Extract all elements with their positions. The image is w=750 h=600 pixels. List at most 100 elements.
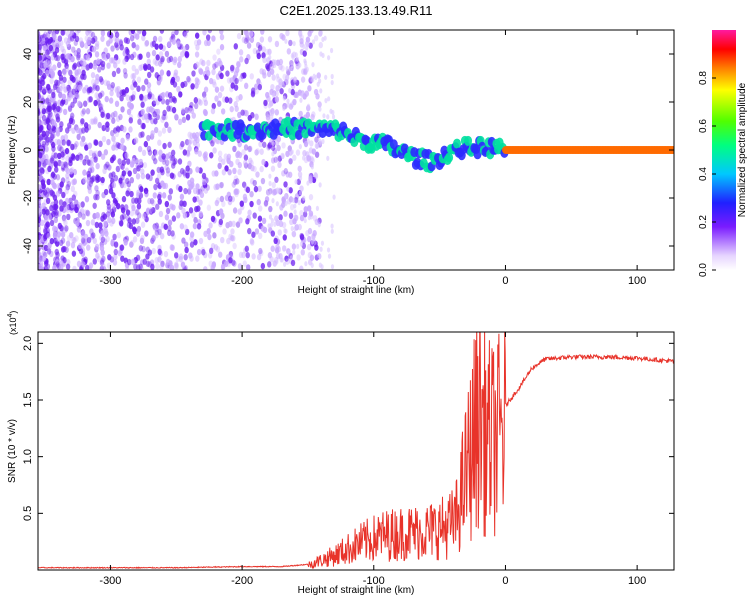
spectrogram-noise-mark [216, 48, 221, 55]
spectrogram-noise-mark [307, 227, 313, 235]
spectrogram-noise-mark [70, 201, 75, 209]
spectrogram-noise-mark [122, 126, 127, 133]
spectrogram-noise-mark [136, 189, 141, 196]
spectrogram-noise-mark [274, 40, 280, 48]
spectrogram-noise-mark [138, 131, 143, 139]
spectrogram-noise-mark [71, 88, 76, 95]
spectrogram-noise-mark [226, 153, 232, 160]
spectrogram-noise-mark [158, 60, 163, 67]
spectrogram-noise-mark [214, 61, 219, 68]
colorbar-gradient [712, 30, 736, 270]
spectrogram-noise-mark [270, 188, 275, 195]
spectrogram-noise-mark [301, 155, 306, 161]
spectrogram-noise-mark [108, 172, 113, 179]
spectrogram-noise-mark [214, 170, 219, 177]
spectrogram-noise-mark [254, 149, 259, 156]
spectrogram-noise-mark [118, 38, 123, 46]
spectrogram-noise-mark [234, 105, 239, 112]
spectrogram-noise-mark [306, 138, 310, 144]
spectrogram-noise-mark [76, 30, 81, 34]
spectrogram-noise-mark [253, 185, 259, 193]
spectrogram-noise-mark [271, 246, 276, 252]
spectrogram-noise-mark [317, 252, 321, 259]
spectrogram-noise-mark [183, 187, 188, 195]
spectrogram-noise-mark [307, 85, 312, 92]
spectrogram-noise-mark [146, 58, 151, 65]
spectrogram-noise-mark [71, 179, 76, 186]
spectrogram-noise-mark [271, 181, 276, 189]
spectrogram-noise-mark [67, 152, 72, 159]
spectrogram-noise-mark [218, 251, 223, 258]
spectrogram-noise-mark [88, 62, 94, 69]
spectrogram-noise-mark [261, 46, 266, 53]
spectrogram-noise-mark [198, 67, 203, 74]
spectrogram-noise-mark [176, 40, 181, 48]
spectrogram-noise-mark [107, 164, 112, 171]
spectrogram-noise-mark [38, 207, 41, 214]
spectrogram-noise-mark [167, 229, 172, 237]
spectrogram-noise-mark [65, 155, 70, 162]
spectrogram-noise-mark [293, 203, 297, 209]
spectrogram-noise-mark [258, 232, 263, 240]
spectrogram-noise-mark [136, 264, 141, 270]
spectrogram-noise-mark [40, 179, 46, 186]
spectrogram-noise-mark [128, 222, 134, 230]
spectrogram-noise-mark [49, 204, 54, 212]
spectrogram-noise-mark [318, 262, 322, 268]
spectrogram-noise-mark [193, 216, 198, 224]
spectrogram-noise-mark [232, 145, 237, 153]
spectrogram-noise-mark [202, 30, 207, 36]
spectrogram-noise-mark [153, 183, 158, 191]
spectrogram-noise-mark [244, 57, 249, 65]
spectrogram-noise-mark [38, 137, 41, 145]
spectrogram-noise-mark [165, 98, 170, 106]
spectrogram-noise-mark [152, 97, 158, 105]
spectrogram-noise-mark [91, 46, 97, 53]
spectrogram-noise-mark [251, 231, 256, 238]
spectrogram-noise-mark [72, 265, 77, 270]
spectrogram-noise-mark [41, 88, 47, 95]
spectrogram-noise-mark [242, 260, 247, 267]
spectrogram-noise-mark [82, 169, 87, 176]
spectrogram-noise-mark [111, 144, 116, 151]
spectrogram-noise-mark [78, 153, 84, 161]
spectrogram-noise-mark [219, 181, 224, 189]
spectrogram-noise-mark [146, 51, 151, 59]
spectrogram-noise-mark [85, 209, 90, 217]
spectrogram-noise-mark [297, 165, 302, 172]
spectrogram-noise-mark [286, 102, 291, 108]
spectrogram-noise-mark [64, 65, 70, 73]
spectrogram-noise-mark [292, 154, 297, 161]
spectrogram-noise-mark [113, 110, 118, 118]
spectrogram-noise-mark [324, 98, 328, 104]
spectrogram-noise-mark [273, 237, 278, 245]
spectrogram-noise-mark [289, 255, 293, 261]
spectrogram-noise-mark [44, 145, 49, 153]
spectrogram-noise-mark [109, 32, 114, 39]
spectrogram-noise-mark [150, 169, 155, 176]
spectrogram-noise-mark [133, 81, 138, 88]
spectrogram-noise-mark [284, 38, 288, 44]
spectrogram-noise-mark [138, 245, 144, 252]
spectrogram-noise-mark [68, 117, 74, 125]
spectrogram-noise-mark [94, 185, 99, 192]
spectrogram-noise-mark [152, 35, 158, 43]
spectrogram-noise-mark [82, 87, 87, 94]
spectrogram-noise-mark [113, 241, 119, 248]
spectrogram-noise-mark [176, 85, 181, 93]
snr-multiplier-exponent: 4 [7, 313, 14, 317]
spectrogram-noise-mark [196, 78, 201, 86]
spectrogram-noise-mark [232, 260, 237, 267]
spectrogram-noise-mark [285, 258, 290, 265]
spectrogram-noise-mark [133, 209, 139, 216]
spectrogram-noise-mark [224, 96, 230, 103]
spectrogram-noise-mark [223, 153, 229, 160]
spectrogram-noise-mark [64, 147, 70, 155]
spectrogram-noise-mark [136, 165, 141, 172]
spectrogram-noise-mark [76, 260, 82, 268]
spectrogram-noise-mark [129, 177, 135, 184]
spectrogram-noise-mark [319, 30, 323, 35]
spectrogram-noise-mark [210, 264, 215, 270]
spectrogram-noise-mark [110, 45, 115, 52]
spectrogram-noise-mark [118, 113, 123, 121]
